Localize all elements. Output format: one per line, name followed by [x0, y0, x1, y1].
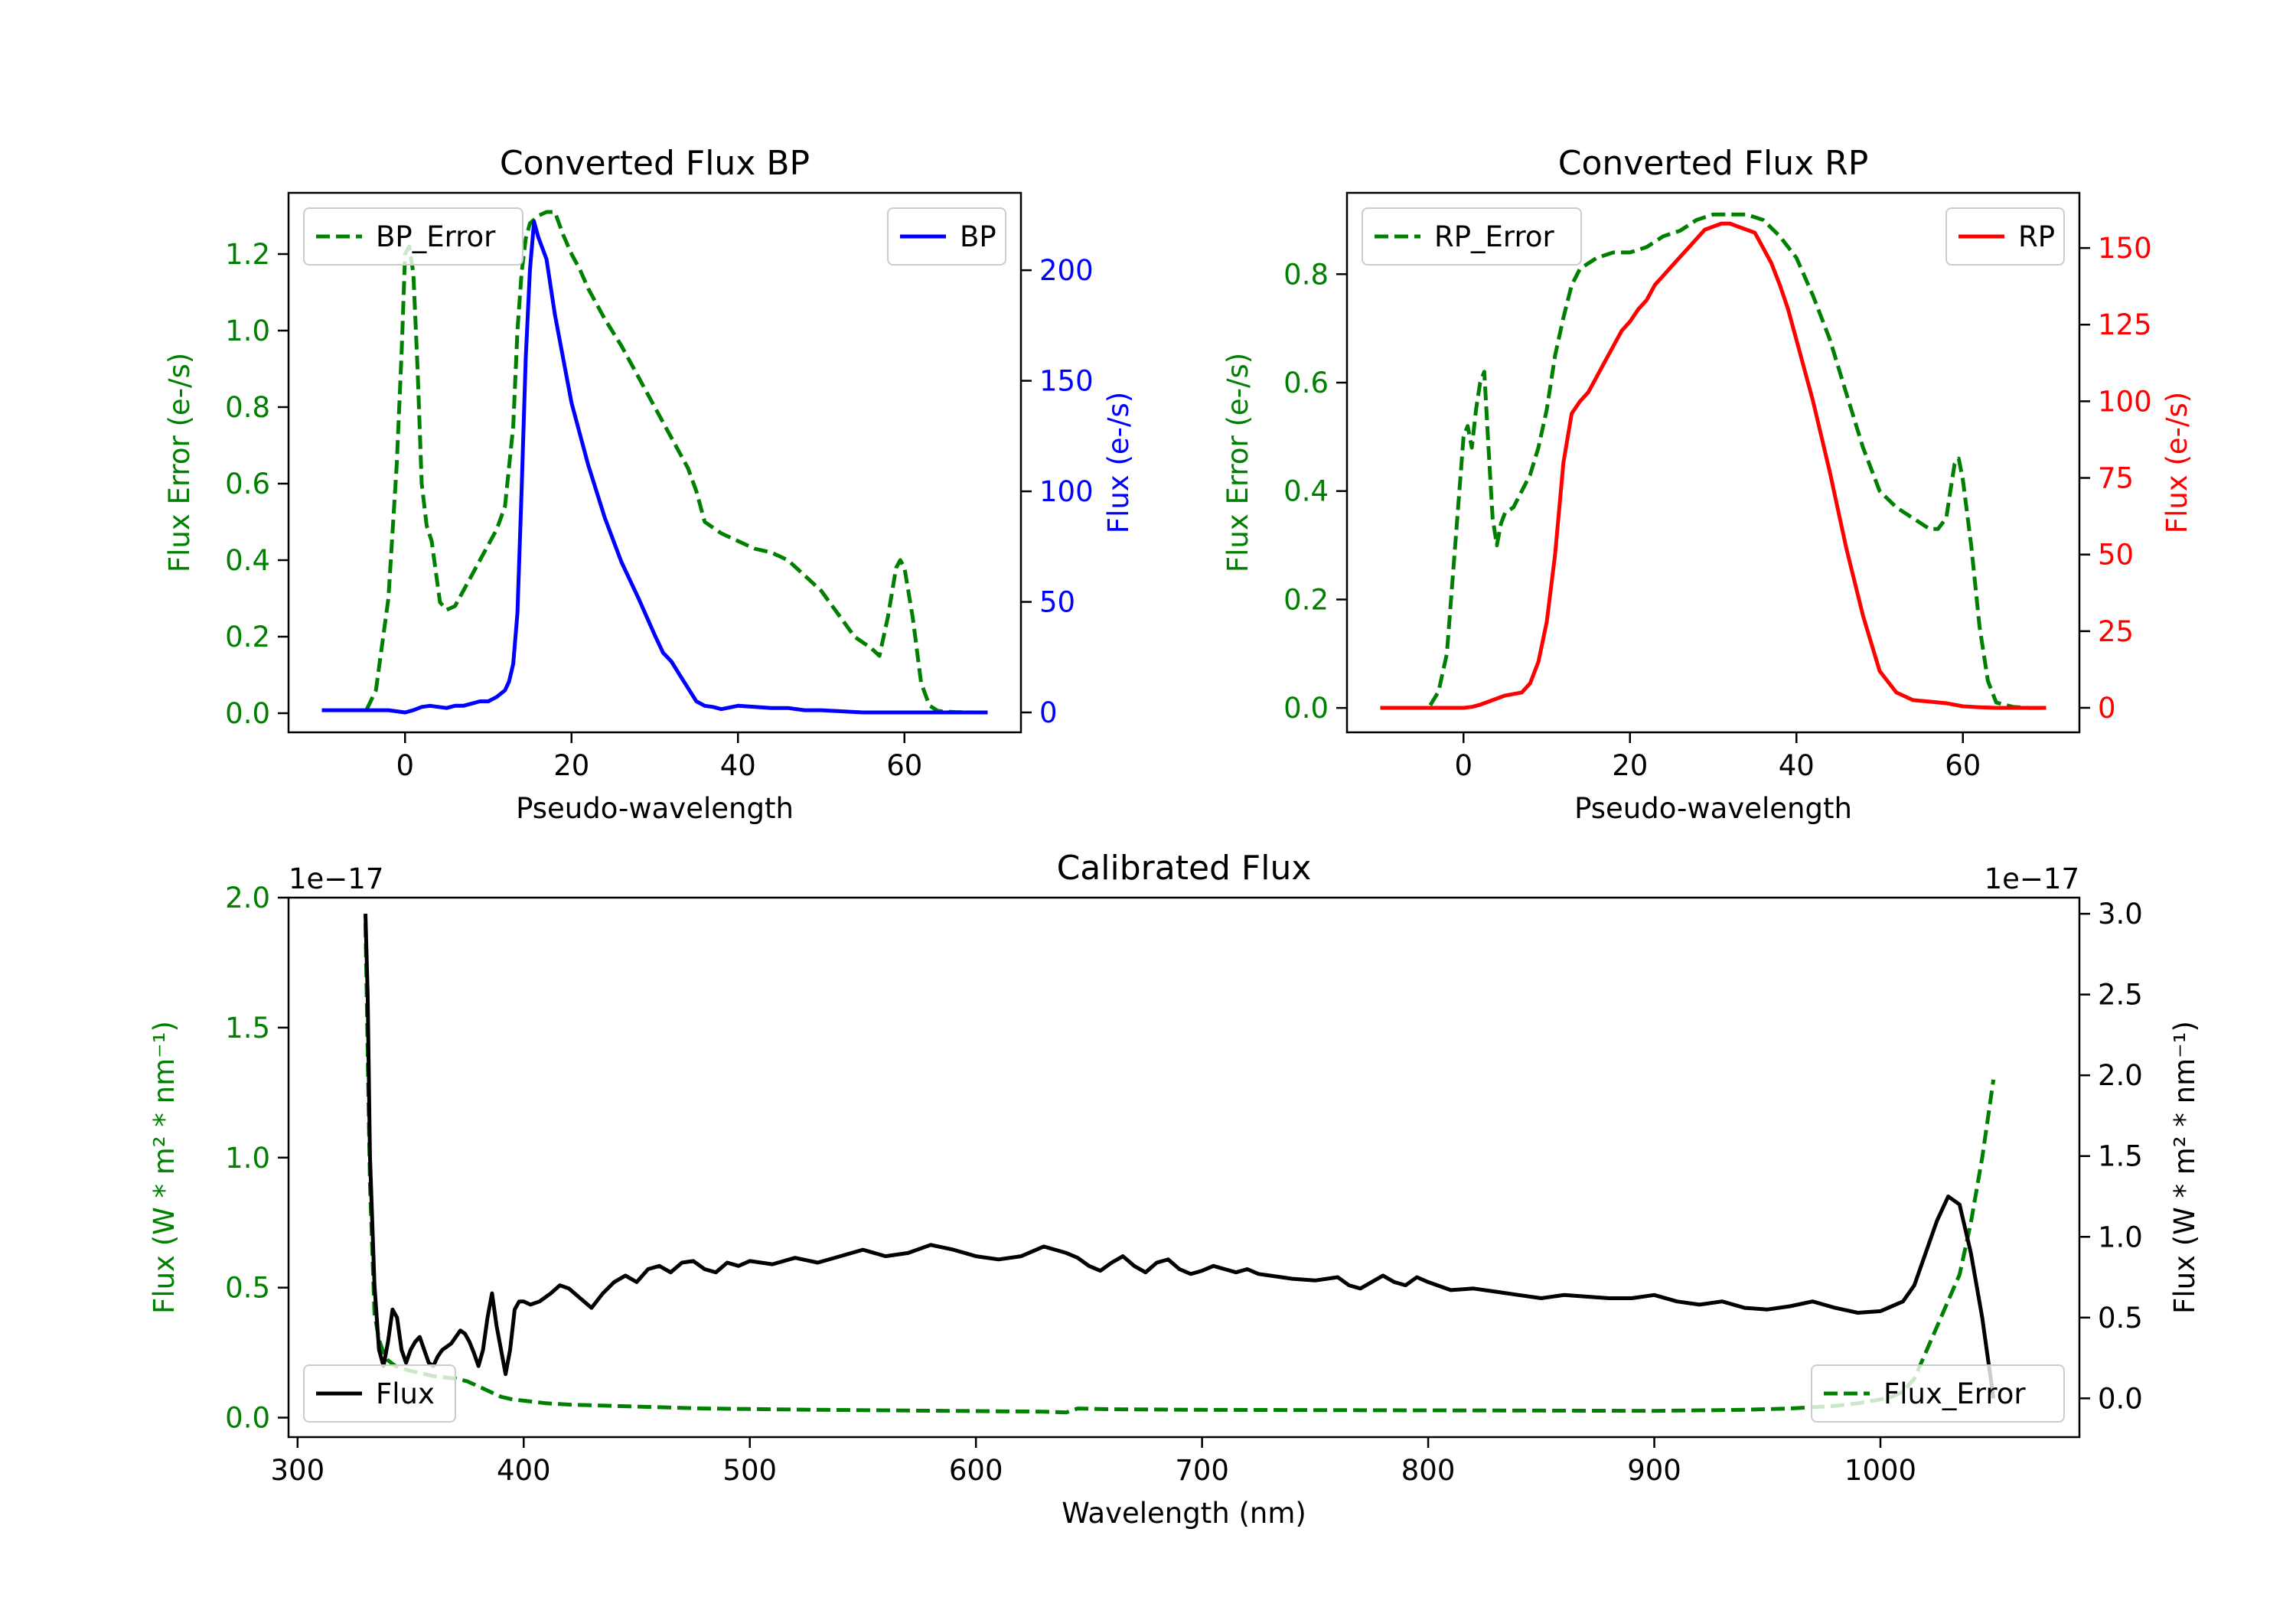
x-tick-label: 0: [1454, 749, 1473, 782]
legend-bp-error: BP_Error: [303, 207, 523, 266]
legend-box: [303, 1364, 456, 1423]
legend-box: [1811, 1364, 2065, 1423]
x-tick-label: 0: [396, 749, 414, 782]
y-right-tick-label: 2.0: [2098, 1059, 2143, 1092]
y-left-tick-label: 0.6: [225, 468, 270, 500]
x-tick-label: 20: [553, 749, 589, 782]
y-left-tick-label: 0.2: [225, 621, 270, 654]
chart-cal: 300 400 500 600 700 800 900 1000 0.0 0.5 1.0 1.5 2.0…: [148, 849, 2201, 1530]
plot-frame: [287, 896, 2081, 1439]
legend-label: Flux: [376, 1377, 435, 1410]
y-right-tick-label: 200: [1039, 254, 1094, 287]
legend-bp: BP: [887, 207, 1006, 266]
legend-box: [1945, 207, 2065, 266]
legend-label: RP_Error: [1434, 220, 1554, 253]
legend-flux-error: Flux_Error: [1811, 1364, 2065, 1423]
y-right-tick-label: 25: [2098, 615, 2134, 648]
plot-frame: [287, 191, 1022, 734]
y-right-tick-label: 0: [2098, 692, 2116, 725]
chart-title: Calibrated Flux: [1057, 849, 1312, 888]
x-tick-label: 40: [720, 749, 756, 782]
y-right-tick-label: 0.0: [2098, 1382, 2143, 1415]
chart-title: Converted Flux BP: [500, 144, 810, 183]
y-left-tick-label: 0.0: [1283, 692, 1329, 725]
legend-label: BP: [960, 220, 996, 253]
y-left-axis-label: Flux Error (e-/s): [163, 353, 196, 572]
x-tick-label: 1000: [1844, 1454, 1916, 1487]
y-left-tick-label: 0.8: [225, 391, 270, 424]
y-right-offset-text: 1e−17: [1985, 862, 2079, 895]
y-left-tick-label: 1.0: [225, 315, 270, 347]
y-left-axis-label: Flux Error (e-/s): [1221, 353, 1254, 572]
y-right-tick-label: 50: [1039, 586, 1075, 619]
y-left-tick-label: 0.8: [1283, 258, 1329, 291]
y-left-offset-text: 1e−17: [289, 862, 383, 895]
legend-label: Flux_Error: [1883, 1377, 2026, 1410]
x-tick-label: 40: [1779, 749, 1815, 782]
y-right-tick-label: 100: [1039, 475, 1094, 508]
x-tick-label: 400: [497, 1454, 551, 1487]
series-line-rp: [1380, 221, 2047, 710]
y-left-tick-label: 1.0: [225, 1142, 270, 1175]
y-right-axis-label: Flux (e-/s): [1102, 392, 1135, 533]
legend-flux: Flux: [303, 1364, 456, 1423]
y-left-tick-label: 0.5: [225, 1272, 270, 1305]
x-tick-label: 700: [1175, 1454, 1229, 1487]
chart-rp: 0 20 40 60 0.0 0.2 0.4 0.6 0.8 0 25 50 75 100 125 150 Co…: [1221, 144, 2193, 825]
x-tick-label: 60: [1945, 749, 1981, 782]
plot-frame: [1345, 191, 2081, 734]
y-right-tick-label: 3.0: [2098, 898, 2143, 931]
x-tick-label: 900: [1627, 1454, 1681, 1487]
x-axis-label: Wavelength (nm): [1062, 1497, 1306, 1530]
legend-box: [1362, 207, 1582, 266]
series-line-bp: [321, 220, 988, 715]
y-left-tick-label: 0.4: [225, 544, 270, 577]
y-right-axis-label: Flux (e-/s): [2161, 392, 2193, 533]
y-left-tick-label: 0.4: [1283, 475, 1329, 508]
y-right-tick-label: 100: [2098, 385, 2152, 418]
y-right-tick-label: 75: [2098, 462, 2134, 495]
x-tick-label: 800: [1401, 1454, 1456, 1487]
x-tick-label: 600: [949, 1454, 1003, 1487]
legend-rp-error: RP_Error: [1362, 207, 1582, 266]
y-left-tick-label: 1.2: [225, 238, 270, 271]
y-left-tick-label: 0.6: [1283, 367, 1329, 399]
y-right-tick-label: 2.5: [2098, 979, 2143, 1012]
x-axis-label: Pseudo-wavelength: [516, 792, 794, 825]
y-right-tick-label: 1.0: [2098, 1221, 2143, 1253]
y-right-axis-label: Flux (W * m² * nm⁻¹): [2168, 1021, 2201, 1314]
y-left-axis-label: Flux (W * m² * nm⁻¹): [148, 1021, 181, 1314]
series-line-flux: [364, 914, 1996, 1399]
y-right-tick-label: 50: [2098, 539, 2134, 572]
y-right-tick-label: 150: [1039, 365, 1094, 398]
legend-label: RP: [2018, 220, 2055, 253]
series-line-rp-error: [1428, 212, 2047, 710]
y-right-tick-label: 125: [2098, 308, 2152, 341]
legend-box: [887, 207, 1006, 266]
y-left-tick-label: 2.0: [225, 882, 270, 914]
y-right-tick-label: 0: [1039, 696, 1058, 729]
series-line-bp-error: [364, 210, 988, 715]
y-right-tick-label: 150: [2098, 232, 2152, 265]
x-tick-label: 60: [886, 749, 922, 782]
y-left-tick-label: 0.0: [225, 1402, 270, 1435]
legend-box: [303, 207, 523, 266]
x-tick-label: 300: [271, 1454, 325, 1487]
y-right-tick-label: 1.5: [2098, 1140, 2143, 1173]
y-left-tick-label: 0.2: [1283, 583, 1329, 616]
y-right-tick-label: 0.5: [2098, 1302, 2143, 1335]
x-tick-label: 20: [1612, 749, 1648, 782]
y-left-tick-label: 0.0: [225, 697, 270, 730]
x-axis-label: Pseudo-wavelength: [1574, 792, 1852, 825]
chart-bp: 0 20 40 60 0.0 0.2 0.4 0.6 0.8 1.0 1.2 0 50 100 150 200…: [163, 144, 1135, 825]
legend-rp: RP: [1945, 207, 2065, 266]
y-left-tick-label: 1.5: [225, 1012, 270, 1045]
legend-label: BP_Error: [376, 220, 496, 253]
x-tick-label: 500: [722, 1454, 777, 1487]
chart-title: Converted Flux RP: [1558, 144, 1869, 183]
